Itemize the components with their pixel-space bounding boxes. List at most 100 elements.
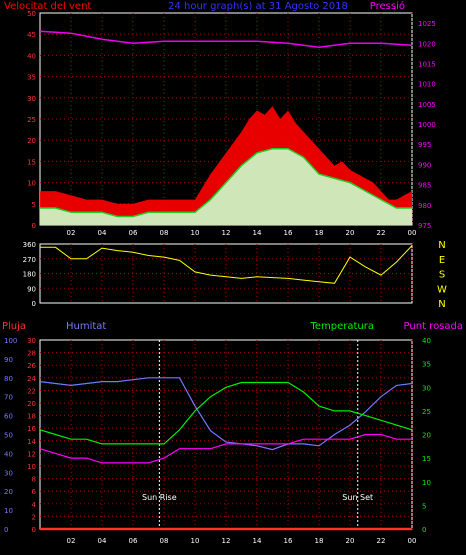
temperature-ytick: 20 <box>422 432 431 440</box>
plot3-xtick: 00 <box>408 537 417 545</box>
rain-ytick: 10 <box>27 463 36 471</box>
rain-ytick: 24 <box>27 375 36 383</box>
rain-ytick: 28 <box>27 350 36 358</box>
rain-ytick: 22 <box>27 387 36 395</box>
rain-ytick: 16 <box>27 425 36 433</box>
compass-label: S <box>439 270 445 281</box>
plot1-ytick-right: 1025 <box>418 20 436 28</box>
temperature-ytick: 10 <box>422 479 431 487</box>
plot1-ytick-left: 0 <box>32 222 36 230</box>
plot1-ytick-left: 5 <box>32 201 36 209</box>
plot1-xtick: 04 <box>98 229 107 237</box>
humidity-ytick: 90 <box>4 356 13 364</box>
plot1-ytick-right: 985 <box>418 182 431 190</box>
wind-direction-line <box>40 245 413 284</box>
plot1-ytick-left: 20 <box>27 137 36 145</box>
plot1-ytick-left: 25 <box>27 116 36 124</box>
plot1-ytick-right: 980 <box>418 202 431 210</box>
humidity-ytick: 70 <box>4 394 13 402</box>
plot1-ytick-right: 1015 <box>418 60 436 68</box>
plot1-xtick: 22 <box>377 229 386 237</box>
compass-label: N <box>438 299 445 310</box>
plot1-ytick-right: 1000 <box>418 121 436 129</box>
plot3-xtick: 16 <box>284 537 293 545</box>
rain-ytick: 8 <box>32 476 36 484</box>
wind-pressure-plot: 0510152025303540455097598098599099510001… <box>27 10 436 237</box>
plot3-xtick: 18 <box>315 537 324 545</box>
dewpoint-label: Punt rosada <box>404 321 463 332</box>
plot1-xtick: 12 <box>222 229 231 237</box>
sunset-label: Sun Set <box>342 493 373 502</box>
chart-title: 24 hour graph(s) at 31 Agosto 2018 <box>168 1 348 12</box>
rain-label: Pluja <box>2 321 26 332</box>
plot2-ytick: 0 <box>32 300 36 308</box>
humidity-ytick: 0 <box>4 526 8 534</box>
humidity-ytick: 80 <box>4 375 13 383</box>
compass-label: N <box>438 240 445 251</box>
rain-ytick: 0 <box>32 526 36 534</box>
temperature-ytick: 35 <box>422 361 431 369</box>
humidity-ytick: 40 <box>4 450 13 458</box>
pressure-line <box>39 30 413 49</box>
plot1-xtick: 10 <box>191 229 200 237</box>
sunrise-label: Sun Rise <box>142 493 177 502</box>
plot3-xtick: 20 <box>346 537 355 545</box>
plot1-xtick: 14 <box>253 229 262 237</box>
temperature-ytick: 0 <box>422 526 426 534</box>
rain-ytick: 2 <box>32 513 36 521</box>
plot1-xtick: 00 <box>408 229 417 237</box>
rain-ytick: 14 <box>27 438 36 446</box>
rain-ytick: 20 <box>27 400 36 408</box>
humidity-ytick: 10 <box>4 507 13 515</box>
rain-ytick: 6 <box>32 488 37 496</box>
humidity-label: Humitat <box>66 321 106 332</box>
rain-ytick: 12 <box>27 450 36 458</box>
compass-label: W <box>437 284 447 295</box>
plot1-ytick-right: 1005 <box>418 101 436 109</box>
plot1-xtick: 08 <box>160 229 169 237</box>
temperature-ytick: 25 <box>422 408 431 416</box>
dewpoint-line <box>39 433 412 464</box>
plot1-ytick-right: 975 <box>418 222 431 230</box>
humidity-ytick: 100 <box>4 337 17 345</box>
wind-speed-label: Velocitat del vent <box>4 1 91 12</box>
rain-ytick: 4 <box>32 501 37 509</box>
plot1-ytick-left: 35 <box>27 74 36 82</box>
humidity-ytick: 30 <box>4 469 13 477</box>
plot3-xtick: 14 <box>253 537 262 545</box>
plot3-xtick: 12 <box>222 537 231 545</box>
plot1-ytick-left: 30 <box>27 95 36 103</box>
wind-average-line <box>40 147 412 218</box>
plot1-ytick-right: 1010 <box>418 81 436 89</box>
plot1-xtick: 18 <box>315 229 324 237</box>
plot1-ytick-left: 15 <box>27 158 36 166</box>
wind-average-area <box>40 148 412 225</box>
humidity-ytick: 50 <box>4 432 13 440</box>
plot3-xtick: 08 <box>160 537 169 545</box>
plot3-xtick: 04 <box>98 537 107 545</box>
humidity-ytick: 60 <box>4 413 13 421</box>
plot3-xtick: 02 <box>67 537 76 545</box>
plot2-ytick: 90 <box>27 285 36 293</box>
plot2-ytick: 180 <box>23 271 36 279</box>
rain-ytick: 18 <box>27 413 36 421</box>
rain-ytick: 30 <box>27 337 36 345</box>
plot2-ytick: 270 <box>23 256 36 264</box>
plot1-ytick-right: 1020 <box>418 40 436 48</box>
humidity-line <box>39 377 413 451</box>
plot1-ytick-left: 10 <box>27 180 36 188</box>
plot3-xtick: 06 <box>129 537 138 545</box>
rain-ytick: 26 <box>27 362 36 370</box>
plot3-xtick: 10 <box>191 537 200 545</box>
plot1-xtick: 06 <box>129 229 138 237</box>
temperature-label: Temperatura <box>309 321 374 332</box>
compass-label: E <box>439 255 445 266</box>
temperature-ytick: 15 <box>422 455 431 463</box>
temperature-ytick: 40 <box>422 337 431 345</box>
plot1-ytick-left: 45 <box>27 31 36 39</box>
plot1-xtick: 02 <box>67 229 76 237</box>
temperature-ytick: 5 <box>422 502 426 510</box>
plot1-ytick-left: 40 <box>27 52 36 60</box>
